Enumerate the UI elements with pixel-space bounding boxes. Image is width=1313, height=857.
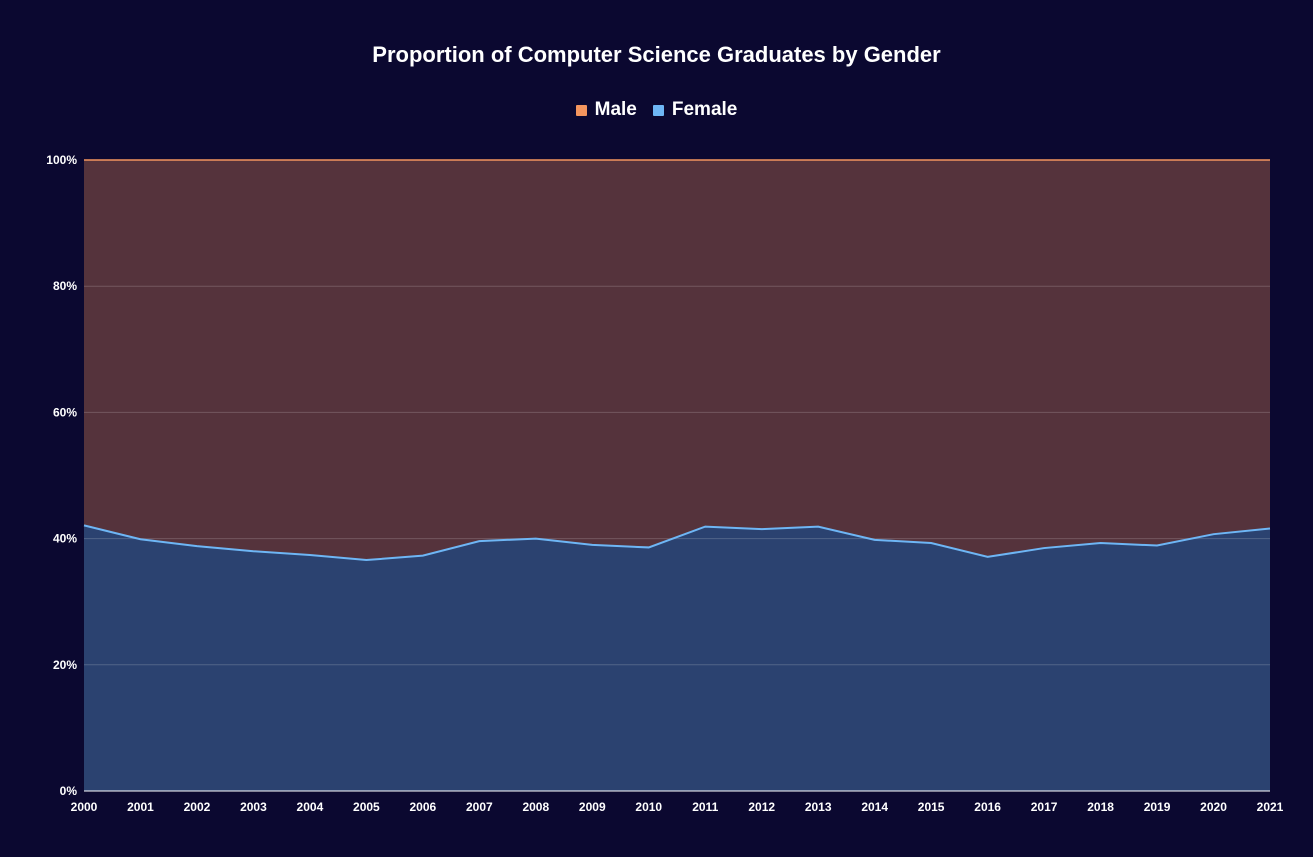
x-tick-label: 2016 [974, 800, 1001, 814]
series-area-female [84, 525, 1270, 791]
x-tick-label: 2005 [353, 800, 380, 814]
x-tick-label: 2010 [635, 800, 662, 814]
x-tick-label: 2014 [861, 800, 888, 814]
legend-label-male: Male [594, 99, 637, 120]
x-tick-label: 2021 [1257, 800, 1284, 814]
x-tick-label: 2013 [805, 800, 832, 814]
x-tick-label: 2004 [297, 800, 324, 814]
y-tick-label: 20% [53, 658, 77, 672]
chart-title: Proportion of Computer Science Graduates… [372, 42, 941, 67]
x-tick-label: 2000 [71, 800, 98, 814]
x-tick-label: 2011 [692, 800, 718, 814]
x-tick-label: 2007 [466, 800, 493, 814]
x-tick-label: 2020 [1200, 800, 1227, 814]
x-tick-label: 2019 [1144, 800, 1171, 814]
series-line-female [83, 524, 1271, 562]
x-tick-label: 2002 [184, 800, 211, 814]
x-tick-label: 2017 [1031, 800, 1058, 814]
legend-swatch-female [652, 104, 664, 116]
x-tick-label: 2008 [522, 800, 549, 814]
x-tick-label: 2003 [240, 800, 267, 814]
legend-item-male[interactable]: Male [575, 99, 637, 121]
y-tick-label: 0% [60, 784, 78, 798]
y-tick-label: 100% [46, 153, 77, 167]
legend-item-female[interactable]: Female [652, 99, 738, 121]
x-tick-label: 2009 [579, 800, 606, 814]
legend-swatch-male [575, 104, 587, 116]
x-tick-label: 2001 [127, 800, 154, 814]
y-tick-label: 40% [53, 532, 77, 546]
series-area-male [84, 160, 1270, 561]
y-tick-label: 60% [53, 405, 77, 419]
x-tick-label: 2018 [1087, 800, 1114, 814]
legend-label-female: Female [671, 99, 738, 120]
y-tick-label: 80% [53, 279, 77, 293]
x-tick-label: 2015 [918, 800, 945, 814]
x-tick-label: 2012 [748, 800, 775, 814]
x-tick-label: 2006 [410, 800, 437, 814]
legend: Male Female [0, 99, 1313, 121]
